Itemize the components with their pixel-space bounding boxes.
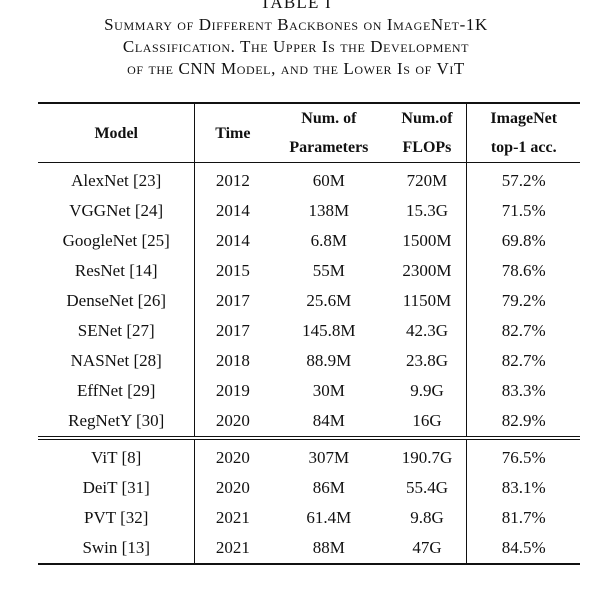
cell-time: 2017 bbox=[215, 321, 250, 340]
header-flops-line1: Num.of bbox=[401, 110, 453, 127]
table-row: VGGNet [24] 2014 138M 15.3G 71.5% bbox=[38, 196, 580, 226]
header-accuracy-line1: ImageNet bbox=[490, 110, 558, 127]
cell-model: DenseNet [26] bbox=[38, 286, 196, 316]
table-row: PVT [32] 2021 61.4M 9.8G 81.7% bbox=[38, 503, 580, 533]
cell-time: 2020 bbox=[194, 439, 271, 473]
table-row: SENet [27] 2017 145.8M 42.3G 82.7% bbox=[38, 316, 580, 346]
cell-time: 2014 bbox=[215, 201, 250, 220]
cell-flops: 1150M bbox=[387, 286, 468, 316]
cell-model: ViT [8] bbox=[38, 439, 196, 473]
cell-model: GoogleNet [25] bbox=[38, 226, 196, 256]
cell-params: 30M bbox=[312, 381, 345, 400]
cell-model: NASNet [28] bbox=[38, 346, 196, 376]
cell-accuracy: 82.7% bbox=[501, 351, 546, 370]
cell-accuracy: 69.8% bbox=[501, 231, 546, 250]
cell-model: DeiT [31] bbox=[38, 473, 196, 503]
cell-time: 2012 bbox=[215, 171, 250, 190]
cell-flops: 190.7G bbox=[387, 439, 468, 473]
table-row: EffNet [29] 2019 30M 9.9G 83.3% bbox=[38, 376, 580, 406]
cell-time: 2017 bbox=[215, 291, 250, 310]
backbone-summary-table: Model Time Num. of Parameters Num.of FLO… bbox=[38, 102, 580, 565]
cell-params: 145.8M bbox=[302, 321, 356, 340]
table-caption: TABLE I Summary of Different Backbones o… bbox=[0, 0, 592, 80]
cell-flops: 15.3G bbox=[387, 196, 468, 226]
table-header-row: Model Time Num. of Parameters Num.of FLO… bbox=[38, 102, 580, 163]
cell-accuracy: 57.2% bbox=[501, 171, 546, 190]
caption-line-3: of the CNN Model, and the Lower Is of Vi… bbox=[127, 59, 465, 78]
cell-params: 60M bbox=[312, 171, 345, 190]
table-row: NASNet [28] 2018 88.9M 23.8G 82.7% bbox=[38, 346, 580, 376]
table-row: AlexNet [23] 2012 60M 720M 57.2% bbox=[38, 162, 580, 196]
header-model: Model bbox=[38, 102, 196, 163]
cell-flops: 720M bbox=[387, 162, 468, 196]
cell-accuracy: 83.1% bbox=[501, 478, 546, 497]
cell-flops: 1500M bbox=[387, 226, 468, 256]
header-time: Time bbox=[194, 102, 271, 163]
cell-flops: 9.8G bbox=[387, 503, 468, 533]
header-params-line2: Parameters bbox=[289, 139, 369, 156]
cell-params: 55M bbox=[312, 261, 345, 280]
cell-model: PVT [32] bbox=[38, 503, 196, 533]
cell-params: 25.6M bbox=[306, 291, 352, 310]
cell-accuracy: 71.5% bbox=[501, 201, 546, 220]
table-row: Swin [13] 2021 88M 47G 84.5% bbox=[38, 533, 580, 565]
cell-model: AlexNet [23] bbox=[38, 162, 196, 196]
header-flops: Num.of FLOPs bbox=[387, 102, 468, 163]
cell-accuracy: 82.7% bbox=[501, 321, 546, 340]
table-row: ResNet [14] 2015 55M 2300M 78.6% bbox=[38, 256, 580, 286]
cell-accuracy: 78.6% bbox=[501, 261, 546, 280]
cell-params: 61.4M bbox=[306, 508, 352, 527]
caption-line-1: Summary of Different Backbones on ImageN… bbox=[104, 15, 488, 34]
cell-model: RegNetY [30] bbox=[38, 406, 196, 437]
cell-flops: 47G bbox=[387, 533, 468, 565]
cell-model: VGGNet [24] bbox=[38, 196, 196, 226]
cell-time: 2018 bbox=[215, 351, 250, 370]
table-label: TABLE I bbox=[260, 0, 332, 12]
cell-time: 2020 bbox=[215, 478, 250, 497]
vit-rows: ViT [8] 2020 307M 190.7G 76.5% DeiT [31] 2020 8… bbox=[38, 439, 580, 565]
header-params: Num. of Parameters bbox=[270, 102, 388, 163]
cell-flops: 42.3G bbox=[387, 316, 468, 346]
header-accuracy-line2: top-1 acc. bbox=[490, 139, 557, 156]
header-accuracy: ImageNet top-1 acc. bbox=[466, 102, 580, 163]
cnn-rows: AlexNet [23] 2012 60M 720M 57.2% VGGNet [24] 2… bbox=[38, 162, 580, 437]
cell-flops: 16G bbox=[387, 406, 468, 437]
cell-accuracy: 81.7% bbox=[501, 508, 546, 527]
cell-time: 2019 bbox=[215, 381, 250, 400]
table-row: RegNetY [30] 2020 84M 16G 82.9% bbox=[38, 406, 580, 437]
cell-params: 307M bbox=[270, 439, 388, 473]
header-flops-line2: FLOPs bbox=[402, 139, 452, 156]
table-row: DenseNet [26] 2017 25.6M 1150M 79.2% bbox=[38, 286, 580, 316]
cell-model: ResNet [14] bbox=[38, 256, 196, 286]
cell-flops: 9.9G bbox=[387, 376, 468, 406]
cell-time: 2021 bbox=[194, 533, 271, 565]
cell-model: SENet [27] bbox=[38, 316, 196, 346]
cell-accuracy: 83.3% bbox=[501, 381, 546, 400]
cell-time: 2020 bbox=[194, 406, 271, 437]
cell-params: 84M bbox=[270, 406, 388, 437]
table-row: DeiT [31] 2020 86M 55.4G 83.1% bbox=[38, 473, 580, 503]
cell-params: 88.9M bbox=[306, 351, 352, 370]
cell-flops: 23.8G bbox=[387, 346, 468, 376]
cell-accuracy: 79.2% bbox=[501, 291, 546, 310]
cell-params: 86M bbox=[312, 478, 345, 497]
table-row: ViT [8] 2020 307M 190.7G 76.5% bbox=[38, 439, 580, 473]
cell-flops: 2300M bbox=[387, 256, 468, 286]
cell-params: 88M bbox=[270, 533, 388, 565]
cell-params: 6.8M bbox=[310, 231, 348, 250]
cell-time: 2014 bbox=[215, 231, 250, 250]
caption-line-2: Classification. The Upper Is the Develop… bbox=[122, 37, 470, 56]
cell-accuracy: 76.5% bbox=[466, 439, 580, 473]
table-row: GoogleNet [25] 2014 6.8M 1500M 69.8% bbox=[38, 226, 580, 256]
cell-model: EffNet [29] bbox=[38, 376, 196, 406]
cell-flops: 55.4G bbox=[387, 473, 468, 503]
header-params-line1: Num. of bbox=[301, 110, 357, 127]
cell-accuracy: 84.5% bbox=[466, 533, 580, 565]
cell-time: 2021 bbox=[215, 508, 250, 527]
cell-time: 2015 bbox=[215, 261, 250, 280]
cell-model: Swin [13] bbox=[38, 533, 196, 565]
cell-params: 138M bbox=[308, 201, 350, 220]
cell-accuracy: 82.9% bbox=[466, 406, 580, 437]
